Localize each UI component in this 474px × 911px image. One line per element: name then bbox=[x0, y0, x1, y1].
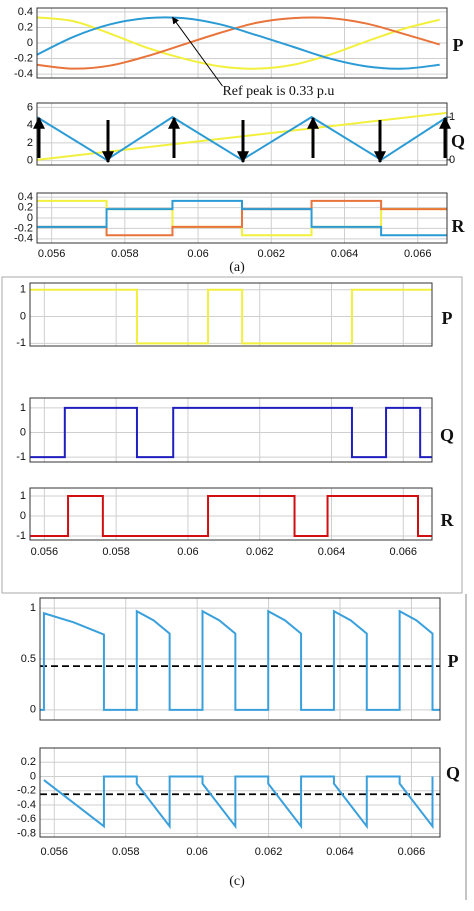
x-tick-label: 0.06 bbox=[177, 546, 198, 558]
series-line bbox=[37, 199, 447, 237]
x-tick-label: 0.058 bbox=[112, 846, 140, 858]
x-tick-label: 0.058 bbox=[102, 546, 130, 558]
x-tick-label: 0.062 bbox=[255, 846, 283, 858]
y-tick-label: -0.2 bbox=[17, 785, 36, 797]
plot-frame bbox=[36, 102, 448, 166]
x-tick-label: 0.056 bbox=[41, 846, 69, 858]
panel-frame bbox=[1, 276, 463, 594]
annotation: Ref peak is 0.33 p.u bbox=[222, 84, 334, 99]
series-line bbox=[37, 199, 447, 237]
plot-frame bbox=[29, 282, 433, 347]
series-line bbox=[37, 199, 447, 237]
y-tick-label: 1 bbox=[20, 284, 26, 296]
x-tick-label: 0.066 bbox=[390, 546, 418, 558]
plot-frame bbox=[29, 487, 433, 541]
y-tick-label: 6 bbox=[27, 101, 33, 113]
y-tick-label: 0 bbox=[27, 37, 33, 49]
y-tick-label: 0.2 bbox=[18, 21, 33, 33]
y-tick-label: 4 bbox=[27, 119, 33, 131]
plot-frame bbox=[36, 7, 448, 79]
y-tick-label: -1 bbox=[16, 337, 26, 349]
y-tick-label: 0.2 bbox=[18, 201, 33, 213]
x-tick-label: 0.064 bbox=[331, 248, 359, 260]
side-label: P bbox=[453, 35, 464, 55]
y2-tick-label: 1 bbox=[449, 111, 455, 123]
side-label: P bbox=[442, 308, 453, 328]
y-tick-label: 0 bbox=[20, 310, 26, 322]
series-line bbox=[30, 288, 432, 345]
y-tick-label: -0.4 bbox=[14, 233, 33, 245]
side-label: Q bbox=[451, 131, 465, 151]
panel-caption: (a) bbox=[229, 260, 245, 275]
series-line bbox=[30, 495, 432, 537]
y-tick-label: 0 bbox=[27, 212, 33, 224]
y-tick-label: 1 bbox=[20, 402, 26, 414]
plot-area bbox=[40, 748, 440, 837]
x-tick-label: 0.06 bbox=[186, 846, 207, 858]
y-tick-label: 0.4 bbox=[18, 6, 33, 18]
series-line bbox=[36, 16, 440, 70]
y-tick-label: -0.6 bbox=[17, 813, 36, 825]
y-tick-label: 0.4 bbox=[18, 191, 33, 203]
x-tick-label: 0.056 bbox=[38, 248, 66, 260]
direction-arrows bbox=[33, 116, 451, 164]
x-tick-label: 0.066 bbox=[404, 248, 432, 260]
y-tick-label: -0.2 bbox=[14, 52, 33, 64]
side-label: P bbox=[448, 651, 459, 671]
x-tick-label: 0.062 bbox=[258, 248, 286, 260]
side-label: R bbox=[452, 216, 466, 236]
side-label: Q bbox=[446, 763, 460, 783]
x-tick-label: 0.064 bbox=[318, 546, 346, 558]
plot-area bbox=[30, 283, 432, 346]
side-label: Q bbox=[440, 425, 454, 445]
subplot: 1 0 -1 P bbox=[16, 282, 453, 349]
plot-frame bbox=[29, 397, 433, 463]
series-line bbox=[43, 775, 434, 830]
y-tick-label: 1 bbox=[20, 490, 26, 502]
x-tick-label: 0.058 bbox=[111, 248, 139, 260]
y-tick-label: 0 bbox=[20, 426, 26, 438]
plot-frame bbox=[36, 192, 448, 244]
y-tick-label: -0.4 bbox=[14, 68, 33, 80]
y-tick-label: -1 bbox=[16, 530, 26, 542]
y-tick-label: 2 bbox=[27, 137, 33, 149]
side-label: R bbox=[441, 510, 455, 530]
series-line bbox=[40, 609, 440, 711]
series-line bbox=[36, 16, 440, 70]
y-tick-label: -1 bbox=[16, 451, 26, 463]
y-tick-label: 0 bbox=[30, 704, 36, 716]
subplot: 0 2 4 6 0 1 Q bbox=[27, 101, 465, 166]
x-tick-label: 0.062 bbox=[246, 546, 274, 558]
plot-frame bbox=[39, 747, 441, 838]
y-tick-label: 1 bbox=[30, 602, 36, 614]
plot-frame bbox=[39, 597, 441, 721]
y-tick-label: 0.2 bbox=[21, 756, 36, 768]
subplot: 0.056 0.058 0.06 0.062 0.064 0.066 0.2 0 -0.2 -0.… bbox=[17, 747, 460, 889]
y-tick-label: 0 bbox=[20, 510, 26, 522]
x-tick-label: 0.06 bbox=[187, 248, 208, 260]
subplot: 0.056 0.058 0.06 0.062 0.064 0.066 0.40.20-0.2… bbox=[14, 191, 465, 275]
y-tick-label: -0.2 bbox=[14, 222, 33, 234]
x-tick-label: 0.066 bbox=[398, 846, 426, 858]
subplot: 1 0 -1 Q bbox=[16, 397, 454, 463]
annotation-arrow bbox=[172, 16, 223, 87]
y-tick-label: 0.5 bbox=[21, 653, 36, 665]
subplot: 0 0.5 1 P bbox=[21, 597, 459, 721]
y-tick-label: 0 bbox=[30, 770, 36, 782]
series-line bbox=[30, 406, 432, 459]
y-tick-label: 0 bbox=[27, 154, 33, 166]
y2-tick-label: 0 bbox=[449, 154, 455, 166]
x-tick-label: 0.064 bbox=[326, 846, 354, 858]
panel-caption: (c) bbox=[229, 874, 245, 889]
subplot: 0.4 0.2 0 -0.2 -0.4 P Ref peak is 0.33 p.u bbox=[14, 6, 463, 99]
y-tick-label: -0.4 bbox=[17, 799, 36, 811]
x-tick-label: 0.056 bbox=[31, 546, 59, 558]
y-tick-label: -0.8 bbox=[17, 827, 36, 839]
series-line bbox=[36, 16, 440, 70]
